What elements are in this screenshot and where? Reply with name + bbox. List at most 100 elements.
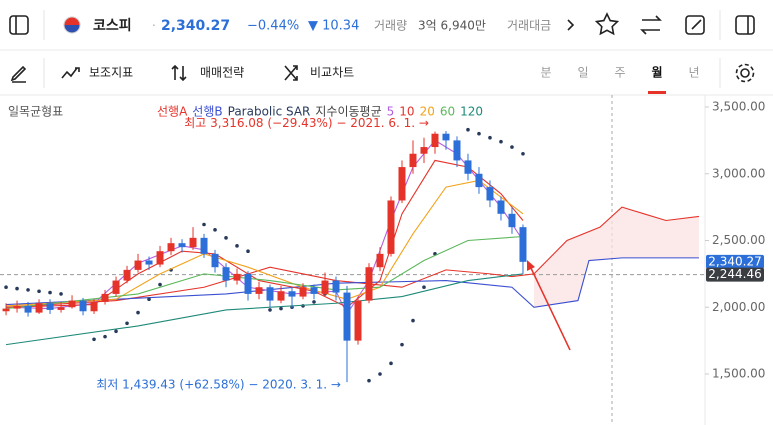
tool-button[interactable]: 보조지표	[89, 66, 133, 80]
legend-entry: 선행A	[157, 104, 188, 119]
sar-dot	[499, 139, 503, 144]
sar-dot	[48, 290, 52, 295]
candle-body	[299, 287, 307, 297]
sar-dot	[521, 151, 525, 156]
draw-icon[interactable]	[10, 65, 27, 83]
legend-entry: 5	[387, 105, 395, 119]
price-label-box	[706, 254, 764, 269]
tool-button[interactable]: 비교차트	[310, 66, 354, 80]
candle-body	[156, 251, 164, 265]
amount-label: 거래대금	[507, 19, 551, 33]
sar-dot	[213, 228, 217, 232]
annotation: 최저 1,439.43 (+62.58%) − 2020. 3. 1. →	[96, 378, 341, 392]
candle-body	[332, 280, 340, 293]
candle-body	[90, 301, 98, 312]
candle-body	[255, 287, 263, 294]
sar-dot	[4, 285, 8, 290]
indicator-label: 일목균형표	[8, 105, 63, 119]
candle-body	[453, 140, 461, 161]
sar-dot	[411, 318, 415, 323]
candle-body	[486, 187, 494, 201]
candle-body	[101, 293, 109, 302]
price-label: 2,340.27	[708, 254, 761, 268]
swap-icon[interactable]	[640, 15, 662, 35]
y-tick-label: 3,000.00	[712, 166, 765, 180]
cloud	[533, 207, 699, 308]
candle-body	[233, 273, 241, 281]
candle-body	[167, 243, 175, 252]
sar-dot	[477, 131, 481, 136]
candle-body	[57, 307, 65, 310]
volume-label: 거래량	[374, 19, 407, 33]
favorite-icon[interactable]	[594, 12, 620, 36]
stock-name: 코스피	[93, 18, 132, 34]
candle-body	[35, 303, 43, 313]
sar-dot	[136, 310, 140, 315]
y-tick-label: 1,500.00	[712, 367, 765, 381]
sar-dot	[389, 361, 393, 366]
sar-dot	[158, 282, 162, 287]
candle-body	[200, 237, 208, 254]
candle-body	[266, 287, 274, 301]
settings-gear	[735, 63, 755, 83]
sar-dot	[488, 135, 492, 140]
indicator-icon	[61, 67, 80, 79]
tool-button[interactable]: 매매전략	[200, 66, 244, 80]
line-1	[6, 257, 699, 308]
candle-body	[178, 243, 186, 248]
volume: 3억 6,940만	[418, 19, 486, 33]
candle-body	[211, 253, 219, 268]
sar-dot	[125, 321, 129, 326]
candle-body	[442, 133, 450, 141]
candle-body	[497, 200, 505, 214]
candle-body	[519, 227, 527, 262]
edit-pen	[691, 19, 702, 30]
legend-entry: 선행B	[192, 104, 222, 119]
period-tab[interactable]: 월	[651, 65, 662, 80]
period-tab[interactable]: 분	[540, 66, 551, 80]
legend-entry: 10	[399, 105, 414, 119]
panel-icon[interactable]	[735, 15, 755, 35]
sar-dot	[202, 222, 206, 227]
candle-body	[46, 303, 54, 310]
sar-dot	[224, 236, 228, 240]
period-tab[interactable]: 주	[614, 66, 625, 80]
menu-icon[interactable]	[9, 15, 29, 35]
candle-body	[464, 160, 472, 174]
sar-dot	[400, 342, 404, 347]
price-label-box	[706, 267, 764, 282]
more-arrow[interactable]	[567, 19, 575, 31]
strategy-icon	[171, 64, 187, 82]
sar-dot	[37, 289, 41, 294]
candle-body	[145, 260, 153, 265]
arrow-head	[527, 260, 535, 271]
candle-body	[508, 213, 516, 228]
candle-body	[398, 167, 406, 201]
candle-body	[431, 133, 439, 148]
change: ▼ 10.34	[308, 19, 359, 34]
sar-dot	[147, 297, 151, 302]
annotation: 최고 3,316.08 (−29.43%) − 2021. 6. 1. →	[184, 116, 429, 130]
y-tick-label: 3,500.00	[712, 100, 765, 114]
candle-body	[310, 287, 318, 294]
settings-icon[interactable]	[740, 68, 750, 78]
arrow	[529, 265, 571, 351]
candle-body	[288, 291, 296, 297]
sar-dot	[367, 378, 371, 383]
line-7	[5, 273, 524, 346]
legend-entry: 지수이동평균	[315, 105, 381, 119]
candle-body	[244, 273, 252, 294]
edit-icon[interactable]	[685, 15, 705, 35]
sar-dot	[268, 308, 272, 312]
change-pct: −0.44%	[247, 19, 299, 34]
sar-dot	[279, 306, 283, 311]
sar-dot	[312, 300, 316, 304]
period-tab[interactable]: 년	[688, 66, 699, 80]
period-tab[interactable]: 일	[577, 66, 588, 80]
flag-red	[64, 17, 80, 25]
legend-entry: Parabolic SAR	[228, 105, 311, 119]
sar-dot	[59, 292, 63, 296]
candle-body	[277, 291, 285, 301]
